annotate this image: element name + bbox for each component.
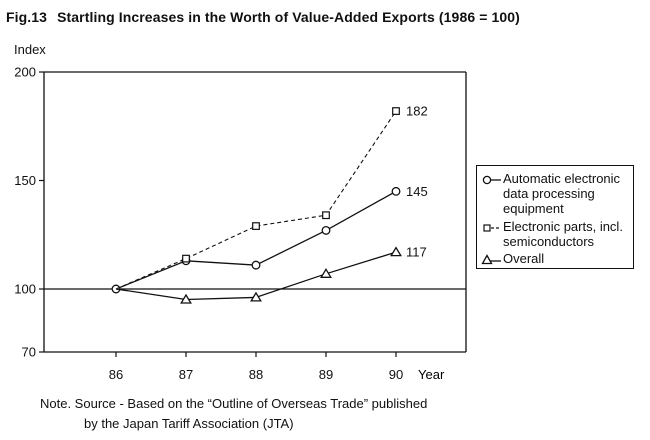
legend-label-electronic-parts: Electronic parts, incl. semiconductors [503,219,623,249]
chart-legend: Automatic electronic data processing equ… [476,165,634,269]
y-axis-label: Index [14,42,46,57]
circle-marker [321,225,331,235]
series-line-circle [115,190,397,290]
y-tick-label: 100 [14,282,36,297]
chart-end-labels: 145 182 117 [406,104,428,260]
end-label-triangle: 117 [406,245,427,260]
chart-title: Fig.13 Startling Increases in the Worth o… [6,9,520,25]
legend-triangle-marker [481,254,501,265]
legend-square-marker [483,224,501,232]
legend-label-overall: Overall [503,251,545,266]
x-tick-label: 86 [109,367,123,382]
legend-circle-marker [482,175,501,185]
series-line-square [115,110,397,290]
x-tick-label: 88 [249,367,263,382]
x-tick-label: 87 [179,367,193,382]
source-note-line-2: by the Japan Tariff Association (JTA) [84,416,294,431]
chart-ticks: 70 100 150 200 86 87 88 89 90 [14,65,403,383]
circle-marker [251,260,261,270]
square-marker [182,254,190,263]
x-axis-label: Year [418,367,445,382]
legend-label-data-processing: Automatic electronic data processing equ… [503,171,621,216]
x-tick-label: 89 [319,367,333,382]
triangle-marker [320,268,332,278]
y-tick-label: 70 [22,345,36,360]
triangle-marker [180,293,192,304]
source-note: Note. Source - Based on the “Outline of … [40,394,427,434]
triangle-marker [390,246,402,257]
y-tick-label: 150 [14,173,36,188]
x-tick-label: 90 [389,367,403,382]
end-label-circle: 145 [406,184,428,199]
triangle-marker [250,291,262,302]
circle-marker [391,186,401,196]
chart-series [111,107,402,304]
figure-number: Fig.13 [6,9,48,25]
chart-axes [43,71,467,353]
figure-title-text: Startling Increases in the Worth of Valu… [57,9,520,25]
square-marker [392,107,400,115]
square-marker [252,222,260,230]
square-marker [322,211,330,220]
y-tick-label: 200 [14,65,36,80]
source-note-line-1: Note. Source - Based on the “Outline of … [40,396,428,411]
end-label-square: 182 [406,104,428,119]
